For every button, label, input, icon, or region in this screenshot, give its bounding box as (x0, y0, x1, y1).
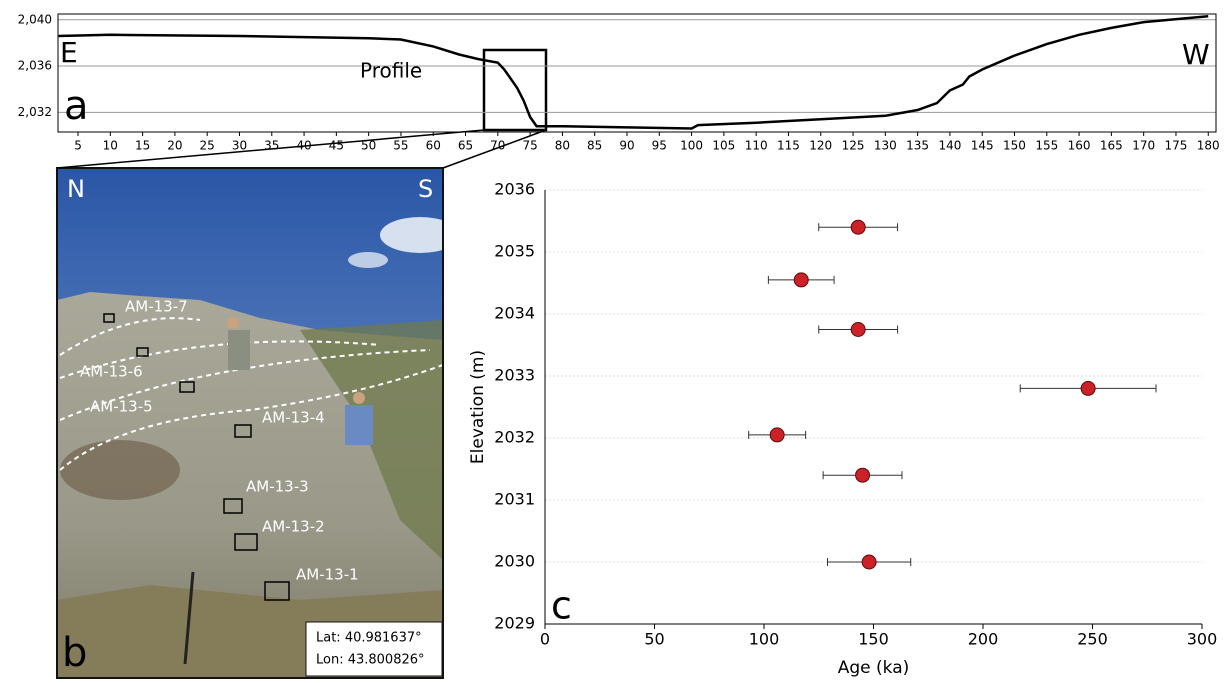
x-tick-label: 100 (680, 139, 703, 153)
x-tick-label: 5 (74, 139, 82, 153)
x-tick-label: 70 (490, 139, 505, 153)
x-tick-label: 40 (296, 139, 311, 153)
x-tick-label: 180 (1197, 139, 1220, 153)
x-tick-label: 50 (361, 139, 376, 153)
x-tick-label: 95 (652, 139, 667, 153)
y-tick-label: 2031 (494, 490, 535, 509)
x-tick-label: 50 (644, 630, 664, 649)
x-tick-label: 65 (458, 139, 473, 153)
x-axis-label: Age (ka) (838, 658, 910, 678)
panel-label: a (64, 83, 89, 129)
sample-label: AM-13-6 (80, 363, 143, 381)
x-tick-label: 155 (1035, 139, 1058, 153)
x-tick-label: 165 (1100, 139, 1123, 153)
y-tick-label: 2030 (494, 552, 535, 571)
annotation: Profile (360, 59, 422, 83)
y-tick-label: 2,032 (18, 105, 52, 119)
y-tick-label: 2034 (494, 304, 535, 323)
x-tick-label: 60 (426, 139, 441, 153)
sample-box (234, 424, 252, 438)
data-point (855, 467, 871, 483)
data-point (861, 554, 877, 570)
data-point (1080, 380, 1096, 396)
x-tick-label: 170 (1132, 139, 1155, 153)
x-tick-label: 160 (1068, 139, 1091, 153)
direction-label: W (1182, 38, 1210, 71)
y-tick-label: 2036 (494, 180, 535, 199)
data-point (850, 322, 866, 337)
x-tick-label: 115 (777, 139, 800, 153)
y-axis-label: Elevation (m) (468, 350, 488, 464)
x-tick-label: 85 (587, 139, 602, 153)
x-tick-label: 175 (1165, 139, 1188, 153)
profile-line (58, 15, 1209, 130)
x-tick-label: 15 (135, 139, 150, 153)
direction-label: S (418, 175, 433, 203)
y-tick-label: 2,036 (18, 59, 52, 73)
panel-label: c (551, 584, 572, 628)
sample-box (264, 581, 290, 601)
x-tick-label: 20 (167, 139, 182, 153)
x-tick-label: 25 (200, 139, 215, 153)
sample-box (103, 313, 115, 323)
sample-box (234, 533, 258, 551)
y-tick-label: 2032 (494, 428, 535, 447)
latitude: Lat: 40.981637° (316, 631, 422, 646)
sample-box (136, 347, 149, 357)
x-tick-label: 200 (968, 630, 999, 649)
x-tick-label: 110 (745, 139, 768, 153)
x-tick-label: 35 (264, 139, 279, 153)
x-tick-label: 105 (712, 139, 735, 153)
sample-label: AM-13-1 (296, 566, 359, 584)
photo (57, 168, 443, 678)
data-point (769, 427, 785, 443)
y-tick-label: 2035 (494, 242, 535, 261)
sample-box (223, 498, 243, 514)
sample-box (179, 381, 195, 393)
x-tick-label: 140 (938, 139, 961, 153)
x-tick-label: 100 (749, 630, 780, 649)
sample-label: AM-13-7 (125, 298, 188, 316)
sample-label: AM-13-4 (262, 409, 325, 427)
x-tick-label: 120 (809, 139, 832, 153)
sample-label: AM-13-3 (246, 478, 309, 496)
y-tick-label: 2029 (494, 614, 535, 633)
longitude: Lon: 43.800826° (316, 653, 425, 668)
x-tick-label: 30 (232, 139, 247, 153)
data-point (850, 219, 866, 235)
x-tick-label: 45 (329, 139, 344, 153)
y-tick-label: 2,040 (18, 12, 52, 26)
x-tick-label: 80 (555, 139, 570, 153)
sample-label: AM-13-2 (262, 518, 325, 536)
connector (442, 129, 547, 169)
x-tick-label: 0 (540, 630, 550, 649)
x-tick-label: 130 (874, 139, 897, 153)
coordinates-box (305, 621, 443, 677)
direction-label: N (67, 175, 85, 203)
photo-frame (56, 167, 444, 679)
x-tick-label: 55 (393, 139, 408, 153)
panel-label: b (62, 630, 87, 676)
data-point (793, 272, 809, 288)
profile-box (482, 48, 548, 132)
x-tick-label: 135 (906, 139, 929, 153)
connector (56, 129, 485, 169)
direction-label: E (60, 36, 78, 69)
x-tick-label: 150 (858, 630, 889, 649)
y-tick-label: 2033 (494, 366, 535, 385)
x-tick-label: 10 (103, 139, 118, 153)
x-tick-label: 75 (522, 139, 537, 153)
sample-label: AM-13-5 (90, 398, 153, 416)
x-tick-label: 300 (1187, 630, 1218, 649)
x-tick-label: 90 (619, 139, 634, 153)
x-tick-label: 125 (842, 139, 865, 153)
x-tick-label: 145 (971, 139, 994, 153)
x-tick-label: 150 (1003, 139, 1026, 153)
x-tick-label: 250 (1077, 630, 1108, 649)
plot-frame (57, 13, 1217, 133)
